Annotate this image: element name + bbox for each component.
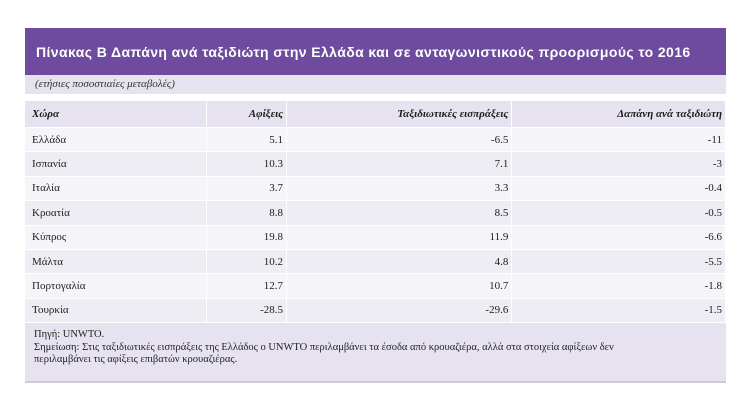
header-country: Χώρα bbox=[25, 101, 207, 128]
table-row: Κύπρος 19.8 11.9 -6.6 bbox=[25, 225, 726, 250]
cell-arrivals: 12.7 bbox=[206, 273, 288, 299]
cell-country: Τουρκία bbox=[25, 298, 207, 324]
cell-spend: -5.5 bbox=[511, 249, 726, 275]
cell-receipts: 10.7 bbox=[286, 273, 513, 299]
cell-arrivals: 8.8 bbox=[206, 200, 288, 226]
cell-arrivals: 10.2 bbox=[206, 249, 288, 275]
cell-arrivals: -28.5 bbox=[206, 298, 288, 324]
cell-spend: -0.4 bbox=[511, 176, 726, 202]
cell-arrivals: 3.7 bbox=[206, 176, 288, 202]
table-row: Ισπανία 10.3 7.1 -3 bbox=[25, 151, 726, 177]
cell-arrivals: 10.3 bbox=[206, 151, 288, 177]
cell-country: Μάλτα bbox=[25, 249, 207, 275]
table-row: Τουρκία -28.5 -29.6 -1.5 bbox=[25, 298, 726, 324]
cell-spend: -11 bbox=[511, 127, 726, 153]
cell-country: Κύπρος bbox=[25, 225, 207, 250]
cell-spend: -1.8 bbox=[511, 273, 726, 299]
table-subtitle: (ετήσιες ποσοστιαίες μεταβολές) bbox=[25, 75, 726, 94]
header-receipts: Ταξιδιωτικές εισπράξεις bbox=[286, 101, 513, 128]
cell-country: Ελλάδα bbox=[25, 127, 207, 153]
cell-country: Πορτογαλία bbox=[25, 273, 207, 299]
table-title: Πίνακας Β Δαπάνη ανά ταξιδιώτη στην Ελλά… bbox=[36, 43, 691, 60]
cell-receipts: 8.5 bbox=[286, 200, 513, 226]
cell-receipts: -6.5 bbox=[286, 127, 513, 153]
cell-spend: -6.6 bbox=[511, 225, 726, 250]
header-spend-per-traveller: Δαπάνη ανά ταξιδιώτη bbox=[511, 101, 726, 128]
cell-receipts: 4.8 bbox=[286, 249, 513, 275]
cell-arrivals: 5.1 bbox=[206, 127, 288, 153]
cell-country: Ιταλία bbox=[25, 176, 207, 202]
cell-receipts: 3.3 bbox=[286, 176, 513, 202]
title-bar: Πίνακας Β Δαπάνη ανά ταξιδιώτη στην Ελλά… bbox=[25, 28, 726, 75]
table-row: Κροατία 8.8 8.5 -0.5 bbox=[25, 200, 726, 226]
cell-spend: -1.5 bbox=[511, 298, 726, 324]
cell-receipts: 11.9 bbox=[286, 225, 513, 250]
cell-spend: -3 bbox=[511, 151, 726, 177]
table-row: Μάλτα 10.2 4.8 -5.5 bbox=[25, 249, 726, 275]
spacer bbox=[25, 94, 726, 101]
table-row: Ελλάδα 5.1 -6.5 -11 bbox=[25, 127, 726, 153]
table-panel: Πίνακας Β Δαπάνη ανά ταξιδιώτη στην Ελλά… bbox=[25, 28, 726, 390]
header-row: Χώρα Αφίξεις Ταξιδιωτικές εισπράξεις Δαπ… bbox=[25, 101, 726, 128]
cell-country: Κροατία bbox=[25, 200, 207, 226]
header-arrivals: Αφίξεις bbox=[206, 101, 288, 128]
cell-country: Ισπανία bbox=[25, 151, 207, 177]
cell-spend: -0.5 bbox=[511, 200, 726, 226]
cell-arrivals: 19.8 bbox=[206, 225, 288, 250]
table-notes: Πηγή: UNWTO. Σημείωση: Στις ταξιδιωτικές… bbox=[25, 323, 726, 382]
bottom-divider bbox=[25, 381, 726, 384]
cell-receipts: -29.6 bbox=[286, 298, 513, 324]
source-note: Πηγή: UNWTO. bbox=[34, 329, 105, 341]
cell-receipts: 7.1 bbox=[286, 151, 513, 177]
table-row: Πορτογαλία 12.7 10.7 -1.8 bbox=[25, 273, 726, 299]
explanatory-note-line1: Σημείωση: Στις ταξιδιωτικές εισπράξεις τ… bbox=[34, 341, 614, 353]
table-row: Ιταλία 3.7 3.3 -0.4 bbox=[25, 176, 726, 202]
data-table: Χώρα Αφίξεις Ταξιδιωτικές εισπράξεις Δαπ… bbox=[25, 101, 726, 324]
explanatory-note-line2: περιλαμβάνει τις αφίξεις επιβατών κρουαζ… bbox=[34, 354, 238, 366]
